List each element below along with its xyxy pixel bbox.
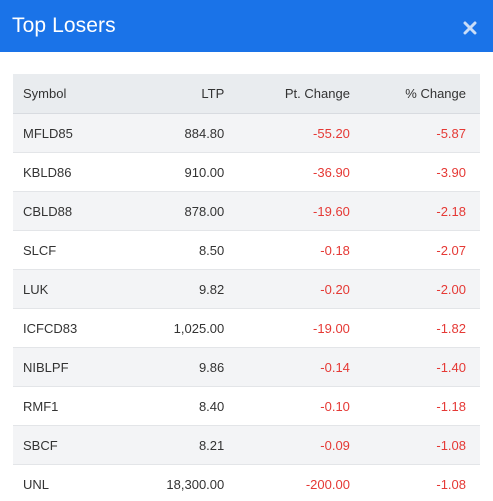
table-row[interactable]: SLCF 8.50 -0.18 -2.07: [13, 230, 480, 270]
cell-symbol: RMF1: [13, 386, 122, 426]
cell-symbol: NIBLPF: [13, 347, 122, 387]
table-row[interactable]: ICFCD83 1,025.00 -19.00 -1.82: [13, 308, 480, 348]
cell-pct-change: -2.07: [349, 230, 480, 270]
cell-ltp: 910.00: [121, 152, 225, 192]
table-row[interactable]: CBLD88 878.00 -19.60 -2.18: [13, 191, 480, 231]
cell-ltp: 9.86: [121, 347, 225, 387]
table-row[interactable]: MFLD85 884.80 -55.20 -5.87: [13, 113, 480, 153]
cell-pt-change: -55.20: [224, 113, 350, 153]
cell-pt-change: -0.10: [224, 386, 350, 426]
cell-pct-change: -1.08: [349, 464, 480, 501]
cell-symbol: SBCF: [13, 425, 122, 465]
cell-pt-change: -19.00: [224, 308, 350, 348]
modal-header: Top Losers: [0, 0, 493, 52]
losers-table-container: Symbol LTP Pt. Change % Change MFLD85 88…: [13, 74, 480, 501]
cell-pct-change: -3.90: [349, 152, 480, 192]
header-symbol[interactable]: Symbol: [13, 74, 122, 114]
cell-pct-change: -1.82: [349, 308, 480, 348]
table-body: MFLD85 884.80 -55.20 -5.87 KBLD86 910.00…: [13, 113, 480, 501]
cell-symbol: UNL: [13, 464, 122, 501]
cell-pt-change: -0.20: [224, 269, 350, 309]
cell-symbol: SLCF: [13, 230, 122, 270]
cell-pct-change: -1.18: [349, 386, 480, 426]
cell-pt-change: -0.09: [224, 425, 350, 465]
header-ltp[interactable]: LTP: [121, 74, 225, 114]
table-row[interactable]: UNL 18,300.00 -200.00 -1.08: [13, 464, 480, 501]
cell-pct-change: -1.40: [349, 347, 480, 387]
table-header: Symbol LTP Pt. Change % Change: [13, 74, 480, 114]
header-row: Symbol LTP Pt. Change % Change: [13, 74, 480, 114]
cell-symbol: MFLD85: [13, 113, 122, 153]
cell-symbol: KBLD86: [13, 152, 122, 192]
losers-table: Symbol LTP Pt. Change % Change MFLD85 88…: [13, 74, 480, 501]
cell-pt-change: -200.00: [224, 464, 350, 501]
cell-ltp: 9.82: [121, 269, 225, 309]
cell-pt-change: -19.60: [224, 191, 350, 231]
cell-pt-change: -0.18: [224, 230, 350, 270]
cell-pct-change: -1.08: [349, 425, 480, 465]
close-button[interactable]: [460, 18, 480, 38]
cell-symbol: ICFCD83: [13, 308, 122, 348]
table-row[interactable]: KBLD86 910.00 -36.90 -3.90: [13, 152, 480, 192]
cell-ltp: 8.50: [121, 230, 225, 270]
cell-symbol: CBLD88: [13, 191, 122, 231]
cell-pt-change: -36.90: [224, 152, 350, 192]
table-row[interactable]: LUK 9.82 -0.20 -2.00: [13, 269, 480, 309]
cell-pct-change: -2.00: [349, 269, 480, 309]
header-pt-change[interactable]: Pt. Change: [224, 74, 350, 114]
cell-pt-change: -0.14: [224, 347, 350, 387]
modal-title: Top Losers: [12, 14, 116, 37]
cell-ltp: 878.00: [121, 191, 225, 231]
cell-ltp: 18,300.00: [121, 464, 225, 501]
cell-ltp: 884.80: [121, 113, 225, 153]
cell-symbol: LUK: [13, 269, 122, 309]
table-row[interactable]: NIBLPF 9.86 -0.14 -1.40: [13, 347, 480, 387]
cell-ltp: 8.40: [121, 386, 225, 426]
cell-pct-change: -2.18: [349, 191, 480, 231]
table-row[interactable]: SBCF 8.21 -0.09 -1.08: [13, 425, 480, 465]
cell-ltp: 8.21: [121, 425, 225, 465]
cell-ltp: 1,025.00: [121, 308, 225, 348]
close-icon: [463, 21, 477, 35]
cell-pct-change: -5.87: [349, 113, 480, 153]
table-row[interactable]: RMF1 8.40 -0.10 -1.18: [13, 386, 480, 426]
header-pct-change[interactable]: % Change: [349, 74, 480, 114]
